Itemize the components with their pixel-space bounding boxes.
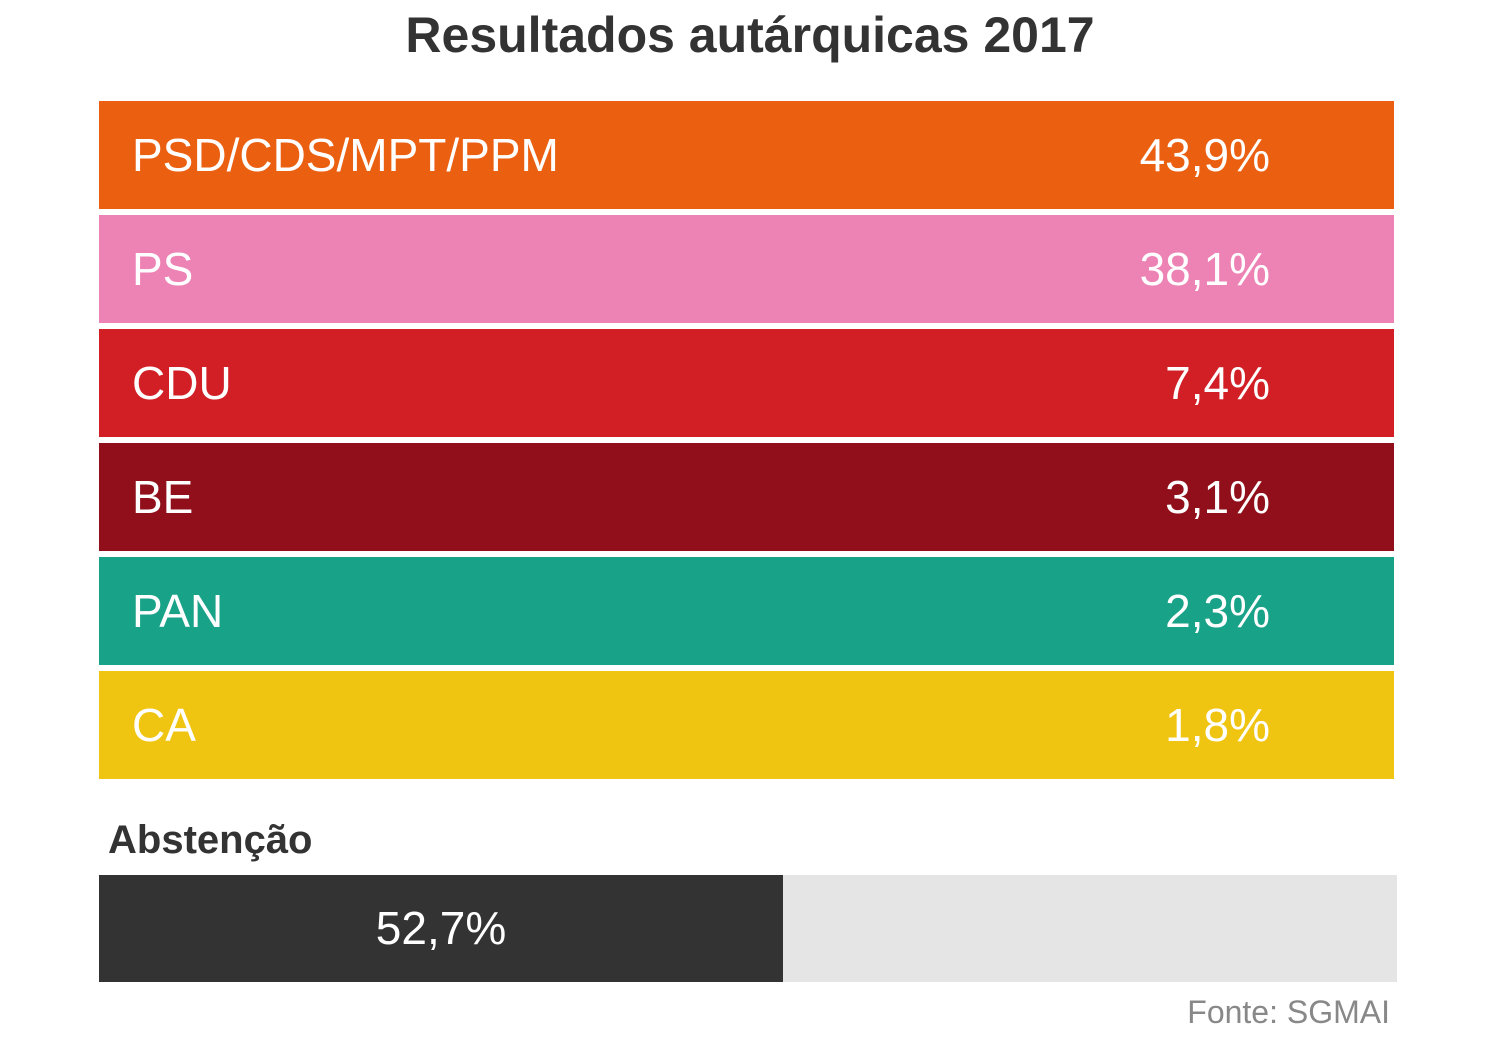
party-row: PAN 2,3% bbox=[99, 557, 1394, 665]
party-percentage: 43,9% bbox=[1139, 129, 1270, 181]
abstention-label: Abstenção bbox=[108, 818, 313, 862]
party-name: CA bbox=[132, 699, 196, 751]
source-note: Fonte: SGMAI bbox=[1187, 994, 1390, 1030]
party-name: PSD/CDS/MPT/PPM bbox=[132, 129, 559, 181]
party-row: PS 38,1% bbox=[99, 215, 1394, 323]
party-name: BE bbox=[132, 471, 194, 523]
abstention-bar-track: 52,7% bbox=[99, 875, 1397, 982]
party-name: CDU bbox=[132, 357, 232, 409]
results-table: PSD/CDS/MPT/PPM 43,9% PS 38,1% CDU 7,4% BE 3,1%… bbox=[99, 101, 1394, 785]
abstention-value: 52,7% bbox=[375, 902, 507, 954]
party-percentage: 38,1% bbox=[1139, 243, 1270, 295]
party-percentage: 7,4% bbox=[1165, 357, 1270, 409]
party-percentage: 1,8% bbox=[1165, 699, 1270, 751]
party-row: CDU 7,4% bbox=[99, 329, 1394, 437]
party-percentage: 2,3% bbox=[1165, 585, 1270, 637]
party-name: PS bbox=[132, 243, 194, 295]
party-percentage: 3,1% bbox=[1165, 471, 1270, 523]
party-row: BE 3,1% bbox=[99, 443, 1394, 551]
chart-title: Resultados autárquicas 2017 bbox=[405, 7, 1095, 63]
abstention-bar-fill: 52,7% bbox=[99, 875, 784, 982]
party-row: CA 1,8% bbox=[99, 671, 1394, 779]
party-name: PAN bbox=[132, 585, 224, 637]
party-row: PSD/CDS/MPT/PPM 43,9% bbox=[99, 101, 1394, 209]
